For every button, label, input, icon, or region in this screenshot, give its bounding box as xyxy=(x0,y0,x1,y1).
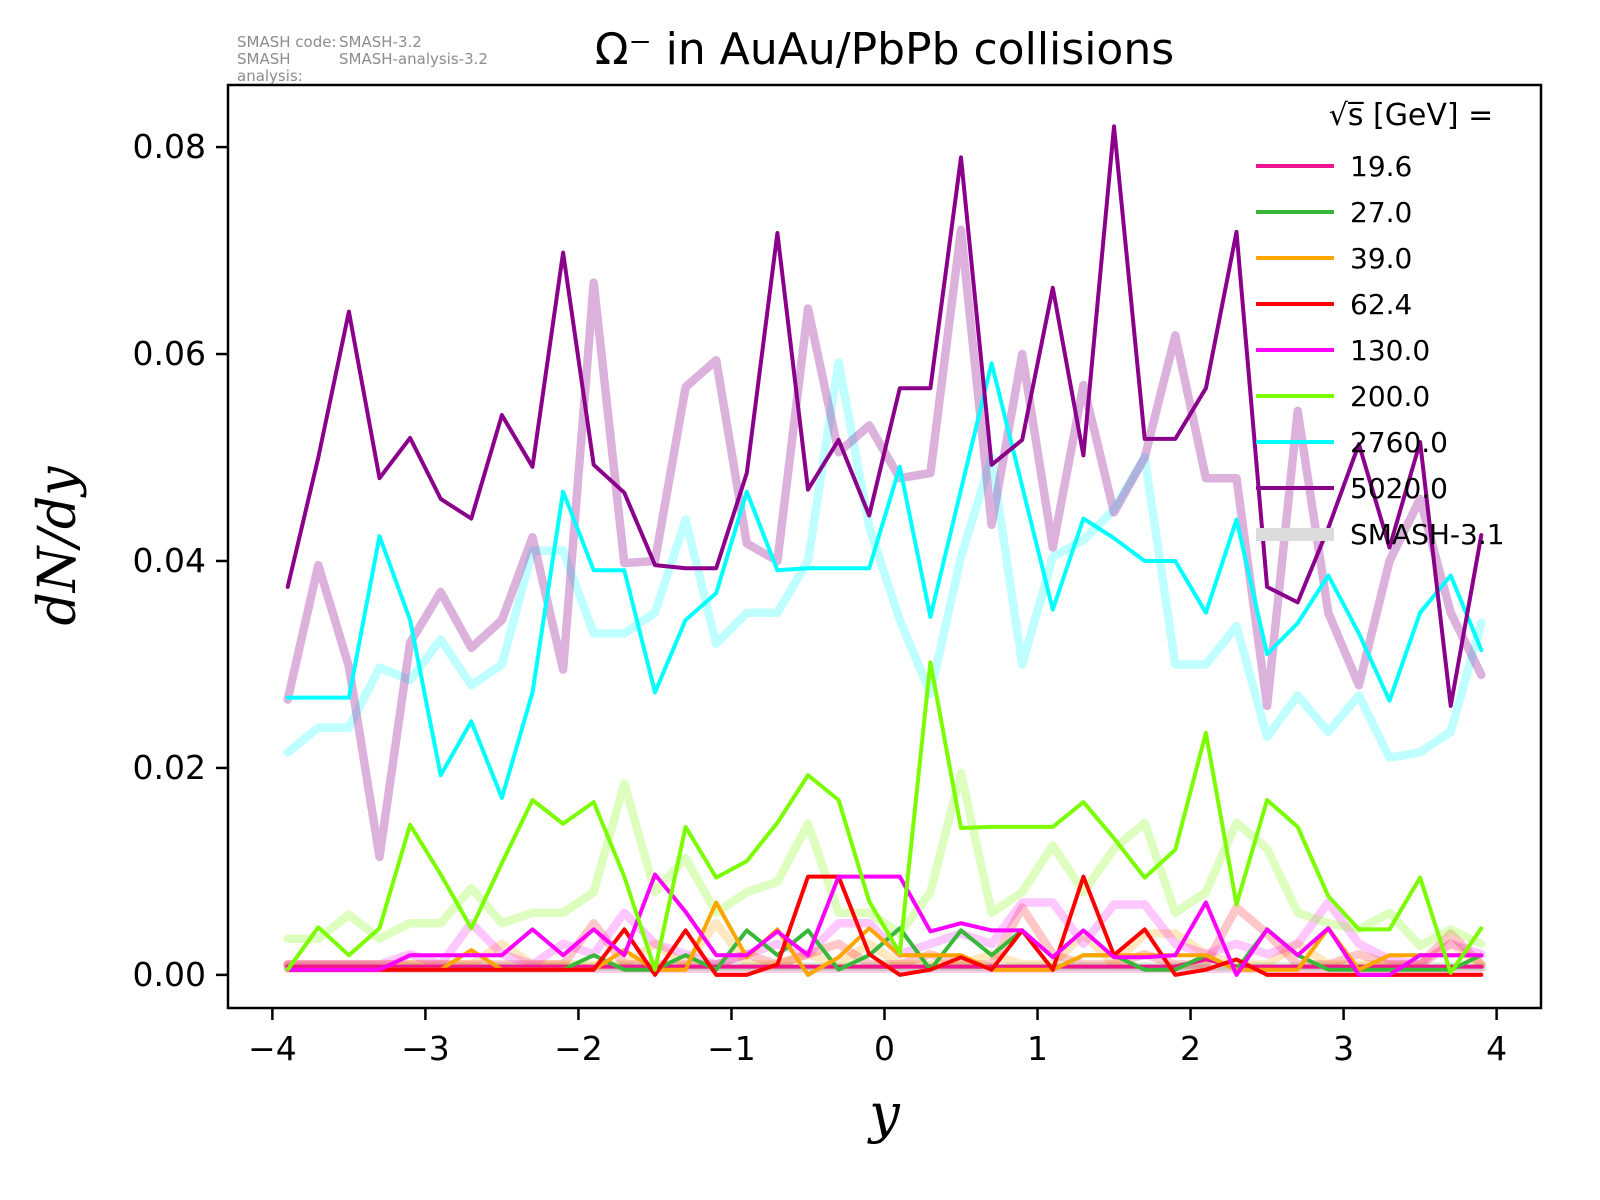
annotation-value: SMASH-3.2 xyxy=(339,33,422,51)
legend-label: 19.6 xyxy=(1350,149,1413,183)
x-tick-label: 2 xyxy=(1180,1029,1201,1068)
annotation-label: SMASH code: xyxy=(237,33,337,51)
y-tick-label: 0.08 xyxy=(133,127,206,166)
y-axis-label: dN/dy xyxy=(28,466,88,626)
legend-item-19.6: 19.6 xyxy=(1256,143,1546,189)
x-tick-label: −2 xyxy=(554,1029,603,1068)
legend-swatch xyxy=(1256,301,1334,307)
series-line-130.0 xyxy=(285,872,1484,977)
series-line-200.0 xyxy=(285,660,1484,975)
series-line-39.0 xyxy=(285,900,1484,977)
y-tick-label: 0.00 xyxy=(133,955,206,994)
legend-item-200.0: 200.0 xyxy=(1256,373,1546,419)
series-line-2760.0 xyxy=(285,361,1484,800)
annotation-label: SMASH analysis: xyxy=(237,50,303,85)
series-line-smash-3.1-130.0 xyxy=(283,898,1486,969)
legend-swatch xyxy=(1256,347,1334,353)
x-axis-label: y xyxy=(869,1082,900,1145)
legend-item-5020.0: 5020.0 xyxy=(1256,465,1546,511)
legend-swatch xyxy=(1256,439,1334,445)
x-tick-label: 3 xyxy=(1333,1029,1354,1068)
legend-swatch xyxy=(1256,393,1334,399)
legend-swatch xyxy=(1256,209,1334,215)
legend-item-39.0: 39.0 xyxy=(1256,235,1546,281)
legend-item-62.4: 62.4 xyxy=(1256,281,1546,327)
legend-items: 19.6 27.0 39.0 62.4 130.0 200.0 2760.0 5020.0 SM… xyxy=(1256,143,1546,557)
smash-version-annotation: SMASH code: SMASH-3.2 SMASH analysis: SM… xyxy=(237,34,488,85)
legend-label: SMASH-3.1 xyxy=(1350,517,1505,551)
legend-label: 200.0 xyxy=(1350,379,1431,413)
y-tick-label: 0.06 xyxy=(133,334,206,373)
legend-item-27.0: 27.0 xyxy=(1256,189,1546,235)
series-line-smash-3.1-200.0 xyxy=(283,768,1486,951)
x-tick-label: 0 xyxy=(874,1029,895,1068)
x-tick-label: −4 xyxy=(248,1029,297,1068)
legend-item-130.0: 130.0 xyxy=(1256,327,1546,373)
series-line-62.4 xyxy=(285,874,1484,977)
plot-frame xyxy=(226,83,1543,1010)
legend-item-smash-3.1: SMASH-3.1 xyxy=(1256,511,1546,557)
y-tick-label: 0.04 xyxy=(133,541,206,580)
legend: √s̅ [GeV] = 19.6 27.0 39.0 62.4 130.0 200.0 27… xyxy=(1256,98,1546,557)
legend-item-2760.0: 2760.0 xyxy=(1256,419,1546,465)
legend-swatch xyxy=(1256,163,1334,169)
series-line-5020.0 xyxy=(285,124,1484,708)
legend-swatch xyxy=(1256,255,1334,261)
legend-swatch xyxy=(1256,485,1334,491)
legend-label: 2760.0 xyxy=(1350,425,1448,459)
legend-label: 62.4 xyxy=(1350,287,1413,321)
legend-label: 130.0 xyxy=(1350,333,1431,367)
legend-title: √s̅ [GeV] = xyxy=(1328,98,1494,133)
x-tick-label: 4 xyxy=(1486,1029,1507,1068)
x-tick-label: 1 xyxy=(1027,1029,1048,1068)
legend-label: 39.0 xyxy=(1350,241,1413,275)
legend-label: 27.0 xyxy=(1350,195,1413,229)
legend-swatch xyxy=(1256,527,1334,541)
legend-label: 5020.0 xyxy=(1350,471,1448,505)
chart-title: Ω⁻ in AuAu/PbPb collisions xyxy=(594,24,1175,75)
annotation-value: SMASH-analysis-3.2 xyxy=(339,50,488,68)
series-line-smash-3.1-2760.0 xyxy=(283,358,1486,762)
x-tick-label: −1 xyxy=(707,1029,756,1068)
x-tick-label: −3 xyxy=(401,1029,450,1068)
y-tick-label: 0.02 xyxy=(133,748,206,787)
